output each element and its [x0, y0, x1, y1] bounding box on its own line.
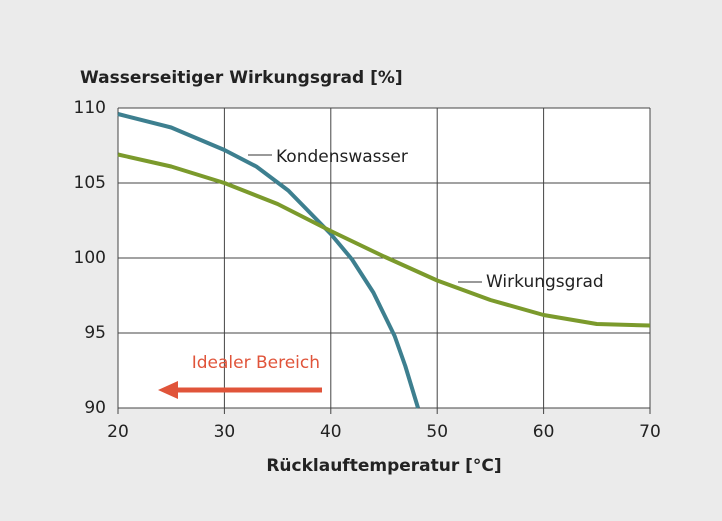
arrow-head: [158, 381, 178, 399]
y-tick-label: 110: [74, 98, 106, 118]
y-tick-label: 90: [84, 398, 106, 418]
y-tick-label: 105: [74, 173, 106, 193]
y-axis-title: Wasserseitiger Wirkungsgrad [%]: [80, 68, 403, 88]
series-label: Kondenswasser: [276, 147, 408, 167]
series-line: [117, 112, 420, 409]
x-tick-label: 40: [320, 422, 342, 442]
y-tick-label: 100: [74, 248, 106, 268]
x-tick-label: 20: [107, 422, 129, 442]
x-tick-label: 50: [426, 422, 448, 442]
x-tick-label: 70: [639, 422, 661, 442]
annotation: Idealer Bereich: [192, 353, 320, 373]
x-tick-label: 60: [533, 422, 555, 442]
x-axis-title: Rücklauftemperatur [°C]: [266, 456, 501, 476]
y-tick-label: 95: [84, 323, 106, 343]
series-line: [117, 152, 651, 328]
series-label: Wirkungsgrad: [486, 272, 604, 292]
x-tick-label: 30: [214, 422, 236, 442]
